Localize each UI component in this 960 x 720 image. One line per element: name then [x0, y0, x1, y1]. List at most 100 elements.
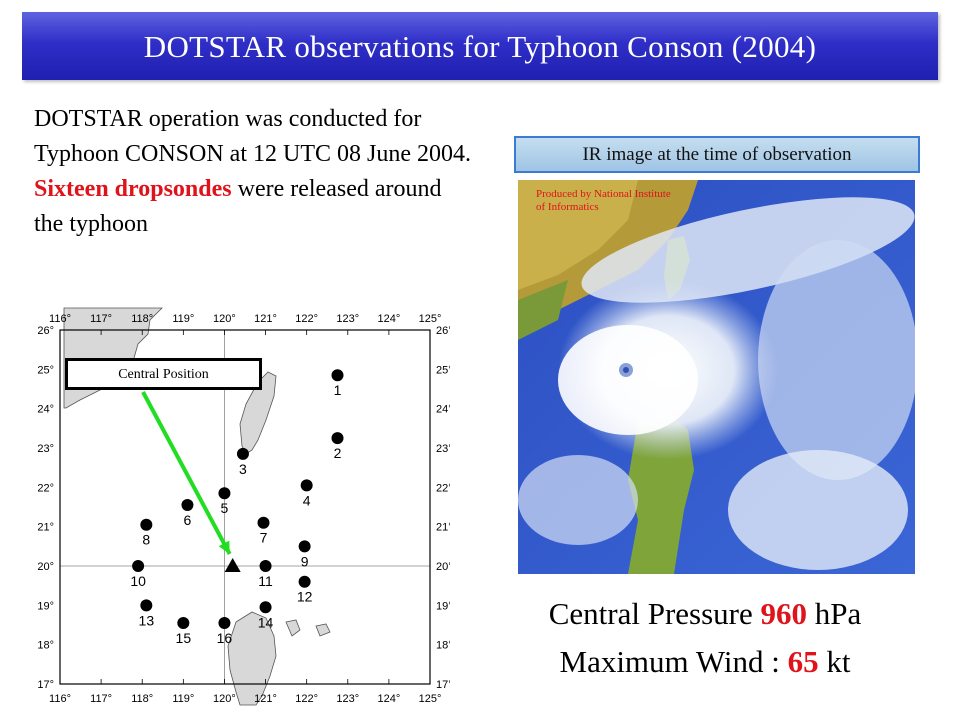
dropsonde-label: 11: [258, 573, 273, 589]
taiwan-island: [239, 371, 277, 455]
dropsonde-label: 9: [301, 553, 309, 569]
pressure-value: 960: [760, 596, 808, 631]
dropsonde-point: [259, 601, 272, 614]
lat-tick-label-left: 24°: [37, 404, 54, 416]
direction-arrow: [141, 391, 232, 555]
dropsonde-label: 16: [217, 630, 233, 646]
lat-tick-label-right: 26°: [436, 325, 450, 337]
lat-tick-label-right: 22°: [436, 482, 450, 494]
lon-tick-label-bottom: 120°: [213, 693, 236, 705]
arrow-head: [218, 540, 230, 554]
lat-tick-label-right: 17°: [436, 679, 450, 691]
dropsonde-label: 4: [303, 492, 311, 508]
dropsonde-label: 3: [239, 461, 247, 477]
dropsonde-point: [140, 518, 153, 531]
dropsonde-label: 13: [139, 612, 155, 628]
map-tick-labels: 116°116°117°117°118°118°119°119°120°120°…: [37, 313, 450, 705]
dropsonde-point: [259, 560, 272, 572]
lon-tick-label-bottom: 116°: [49, 693, 71, 705]
dropsonde-point: [140, 599, 153, 612]
small-island-2: [315, 623, 331, 637]
lon-tick-label-top: 116°: [49, 313, 71, 325]
dropsonde-point: [236, 447, 249, 460]
lat-tick-label-right: 19°: [436, 600, 450, 612]
dropsonde-label: 10: [130, 573, 146, 589]
typhoon-center-marker: [224, 558, 241, 572]
wind-label: Maximum Wind :: [559, 644, 780, 679]
dropsonde-point: [218, 617, 231, 630]
lon-tick-label-top: 118°: [131, 313, 153, 325]
lat-tick-label-left: 21°: [37, 522, 54, 534]
dropsonde-point: [298, 540, 311, 553]
dropsonde-point: [257, 516, 270, 529]
lat-tick-label-left: 22°: [37, 482, 54, 494]
lon-tick-label-bottom: 124°: [378, 693, 401, 705]
dropsonde-point: [331, 432, 344, 445]
small-island: [285, 619, 301, 637]
ir-image-caption: IR image at the time of observation: [514, 136, 920, 173]
lat-tick-label-right: 24°: [436, 404, 450, 416]
ir-image-credit: Produced by National Institute of Inform…: [536, 188, 671, 213]
lon-tick-label-bottom: 123°: [336, 693, 359, 705]
dropsonde-label: 14: [258, 614, 274, 630]
lon-tick-label-top: 123°: [336, 313, 359, 325]
lon-tick-label-top: 122°: [295, 313, 318, 325]
dropsonde-label: 8: [142, 532, 150, 548]
lat-tick-label-left: 26°: [37, 325, 54, 337]
lat-tick-label-left: 25°: [37, 364, 54, 376]
central-pressure-line: Central Pressure 960 hPa: [500, 596, 910, 632]
dropsonde-label: 2: [334, 445, 342, 461]
lat-tick-label-right: 21°: [436, 522, 450, 534]
description-text-2: were released around the typhoon: [34, 176, 442, 237]
description-paragraph: DOTSTAR operation was conducted for Typh…: [34, 102, 474, 242]
dropsonde-label: 6: [184, 512, 192, 528]
luzon-island: [227, 611, 277, 706]
lon-tick-label-top: 125°: [419, 313, 442, 325]
lon-tick-label-top: 120°: [213, 313, 236, 325]
dropsonde-point: [177, 617, 190, 630]
lat-tick-label-left: 18°: [37, 640, 54, 652]
wind-value: 65: [787, 644, 819, 679]
ir-satellite-image: [518, 180, 915, 574]
dropsonde-label: 7: [260, 530, 268, 546]
dropsonde-point: [132, 560, 145, 572]
dropsonde-point: [218, 487, 231, 500]
dropsonde-point: [181, 499, 194, 512]
lat-tick-label-right: 18°: [436, 640, 450, 652]
lon-tick-label-bottom: 118°: [131, 693, 153, 705]
lat-tick-label-right: 25°: [436, 364, 450, 376]
wind-unit: kt: [826, 644, 851, 679]
lat-tick-label-left: 17°: [37, 679, 54, 691]
dropsonde-point: [331, 369, 344, 382]
lat-tick-label-left: 20°: [37, 561, 54, 573]
title-bar: DOTSTAR observations for Typhoon Conson …: [22, 12, 938, 80]
lat-tick-label-left: 23°: [37, 443, 54, 455]
lon-tick-label-bottom: 119°: [172, 693, 194, 705]
lon-tick-label-top: 124°: [378, 313, 401, 325]
lon-tick-label-top: 117°: [90, 313, 112, 325]
slide-title: DOTSTAR observations for Typhoon Conson …: [143, 29, 817, 64]
lon-tick-label-bottom: 122°: [295, 693, 318, 705]
pressure-unit: hPa: [814, 596, 862, 631]
lat-tick-label-right: 23°: [436, 443, 450, 455]
dropsonde-point: [298, 575, 311, 588]
lon-tick-label-top: 119°: [172, 313, 194, 325]
dropsonde-label: 1: [334, 382, 342, 398]
dropsonde-count-highlight: Sixteen dropsondes: [34, 176, 232, 202]
pressure-label: Central Pressure: [548, 596, 753, 631]
description-text-1: DOTSTAR operation was conducted for Typh…: [34, 106, 471, 167]
map-frame: [59, 329, 431, 685]
lon-tick-label-top: 121°: [254, 313, 277, 325]
dropsonde-point: [300, 479, 313, 492]
central-position-label: Central Position: [65, 358, 262, 390]
lon-tick-label-bottom: 121°: [254, 693, 277, 705]
max-wind-line: Maximum Wind : 65 kt: [500, 644, 910, 680]
lon-tick-label-bottom: 117°: [90, 693, 112, 705]
lat-tick-label-left: 19°: [37, 600, 54, 612]
lon-tick-label-bottom: 125°: [419, 693, 442, 705]
lat-tick-label-right: 20°: [436, 561, 450, 573]
dropsonde-label: 15: [176, 630, 192, 646]
dropsonde-label: 5: [221, 500, 229, 516]
dropsonde-label: 12: [297, 589, 313, 605]
